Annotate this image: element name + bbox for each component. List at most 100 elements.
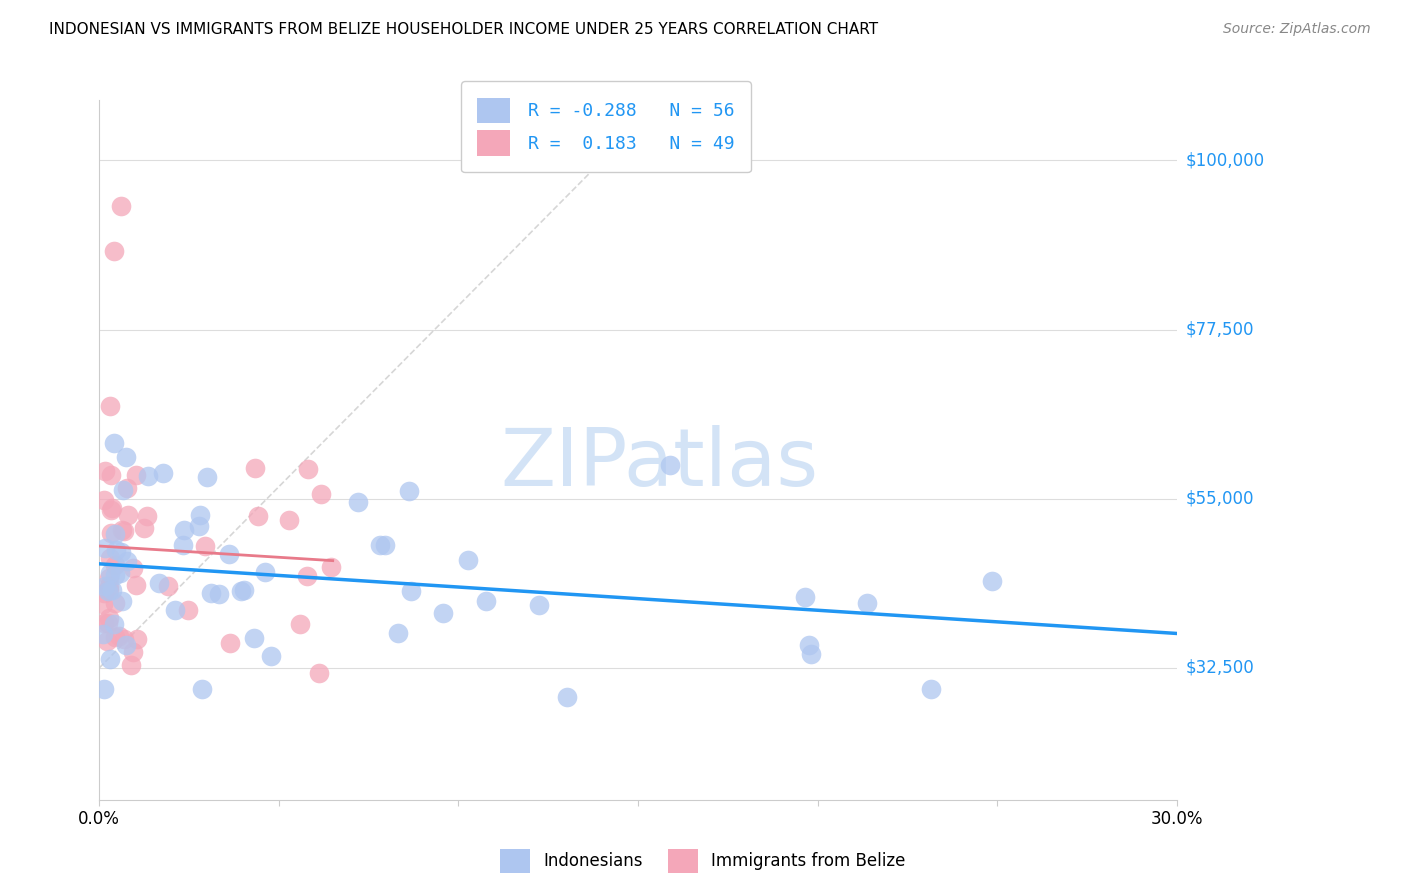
Point [148,575,170,590]
Text: $55,000: $55,000 [1185,490,1254,508]
Point [191,681,214,696]
Point [111,594,134,608]
Point [297,461,319,475]
Point [218,635,240,649]
Point [98,652,121,666]
Point [172,538,194,552]
Point [165,603,187,617]
Point [474,594,496,608]
Point [98,611,121,625]
Point [121,561,143,575]
Point [97,571,120,585]
Point [103,435,125,450]
Point [115,481,138,495]
Point [659,458,682,472]
Point [135,508,157,523]
Point [308,665,330,680]
Point [101,583,124,598]
Point [347,495,370,509]
Point [981,574,1004,589]
Point [152,467,174,481]
Point [311,487,333,501]
Point [97,583,120,598]
Point [127,632,149,646]
Point [112,524,135,538]
Point [800,647,823,661]
Point [93,615,115,630]
Point [93,626,115,640]
Point [93,493,115,508]
Point [457,552,479,566]
Point [105,543,128,558]
Point [260,648,283,663]
Point [121,658,143,673]
Point [177,603,200,617]
Point [108,629,131,643]
Point [104,568,127,582]
Point [93,682,115,697]
Point [100,526,122,541]
Point [529,598,551,612]
Point [101,501,124,516]
Text: ZIPatlas: ZIPatlas [501,425,818,503]
Point [93,579,115,593]
Point [231,583,253,598]
Point [93,586,115,600]
Point [374,538,396,552]
Point [91,597,114,611]
Text: $100,000: $100,000 [1185,152,1264,169]
Point [115,638,138,652]
Point [98,582,121,597]
Point [98,551,121,566]
Point [297,568,319,582]
Point [232,582,254,597]
Point [125,577,148,591]
Point [247,509,270,524]
Point [122,645,145,659]
Text: INDONESIAN VS IMMIGRANTS FROM BELIZE HOUSEHOLDER INCOME UNDER 25 YEARS CORRELATI: INDONESIAN VS IMMIGRANTS FROM BELIZE HOU… [49,22,879,37]
Point [94,464,117,478]
Text: Source: ZipAtlas.com: Source: ZipAtlas.com [1223,22,1371,37]
Point [97,578,120,592]
Text: $32,500: $32,500 [1185,659,1254,677]
Point [243,631,266,645]
Point [398,484,420,499]
Point [136,469,159,483]
Point [555,690,578,704]
Point [218,547,240,561]
Point [399,584,422,599]
Point [200,585,222,599]
Point [98,566,121,580]
Point [104,596,127,610]
Point [793,590,815,604]
Point [93,541,115,556]
Point [290,616,312,631]
Point [110,544,132,558]
Point [188,508,211,523]
Point [368,538,391,552]
Point [125,468,148,483]
Point [254,565,277,579]
Point [797,638,820,652]
Point [920,681,942,696]
Point [207,587,229,601]
Point [104,558,127,573]
Point [111,483,134,497]
Point [97,616,120,631]
Point [104,527,127,541]
Point [117,554,139,568]
Point [134,521,156,535]
Point [243,461,266,475]
Text: $77,500: $77,500 [1185,320,1254,339]
Point [856,596,879,610]
Point [194,539,217,553]
Point [96,633,118,648]
Point [114,450,136,465]
Point [103,244,125,258]
Point [156,579,179,593]
Point [173,523,195,537]
Legend: R = -0.288   N = 56, R =  0.183   N = 49: R = -0.288 N = 56, R = 0.183 N = 49 [461,81,751,172]
Point [432,606,454,620]
Point [110,198,132,212]
Point [108,566,131,580]
